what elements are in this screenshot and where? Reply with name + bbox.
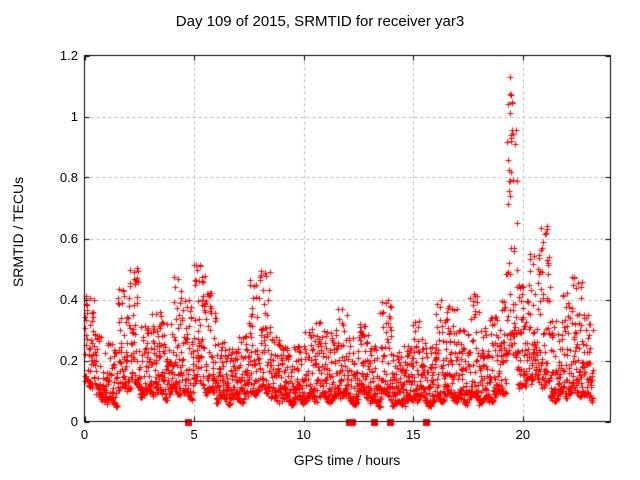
x-tick-label-20: 20	[515, 427, 531, 442]
y-tick-label-1: 1	[70, 108, 78, 124]
x-tick-label-10: 10	[296, 427, 311, 442]
chart-title: Day 109 of 2015, SRMTID for receiver yar…	[175, 13, 465, 30]
y-tick-label-0.2: 0.2	[59, 352, 78, 368]
x-tick-label-15: 15	[406, 427, 421, 442]
y-tick-label-0: 0	[70, 413, 78, 429]
y-tick-label-1.2: 1.2	[59, 47, 78, 63]
x-tick-label-5: 5	[190, 427, 198, 442]
x-tick-label-0: 0	[80, 427, 89, 442]
y-tick-label-0.6: 0.6	[59, 230, 78, 246]
y-tick-label-0.8: 0.8	[59, 169, 78, 185]
x-axis-title: GPS time / hours	[293, 452, 401, 468]
y-tick-label-0.4: 0.4	[59, 291, 78, 307]
